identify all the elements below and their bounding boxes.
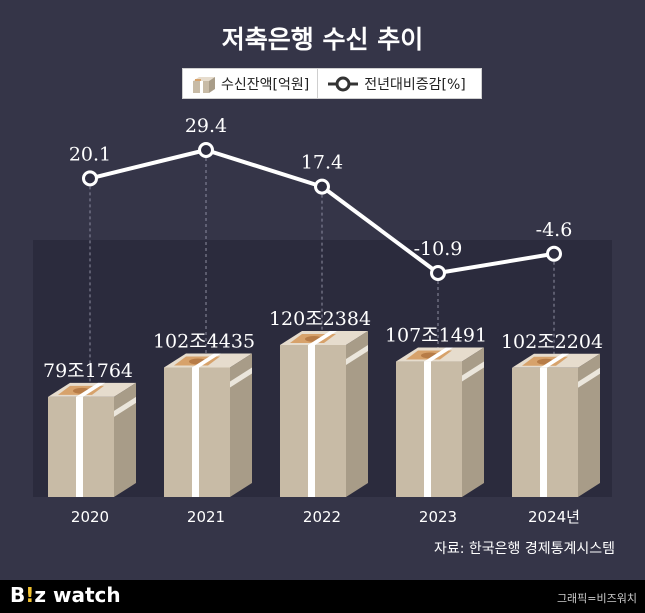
bizwatch-logo: B!z watch <box>10 583 121 607</box>
growth-point <box>82 170 98 187</box>
growth-point <box>314 178 330 195</box>
chart-legend: 수신잔액[억원] 전년대비증감[%] <box>182 68 482 99</box>
box-band <box>76 396 83 497</box>
bar-2021 <box>164 353 252 497</box>
growth-point <box>430 265 446 281</box>
box-band-top <box>76 382 105 397</box>
box-band-side <box>578 367 600 388</box>
box-band <box>192 367 199 497</box>
legend-deposit-label: 수신잔액[억원] <box>221 76 310 93</box>
growth-point <box>198 142 214 158</box>
bar-value-label: 107조1491 <box>385 325 487 347</box>
box-side <box>346 331 368 497</box>
growth-value-label: -10.9 <box>414 238 463 260</box>
box-band-side <box>462 361 484 382</box>
bar-2024년 <box>512 353 600 497</box>
bar-2023 <box>396 347 484 497</box>
box-band-top <box>308 331 337 345</box>
box-band-top <box>424 347 453 362</box>
growth-point <box>546 245 562 262</box>
growth-value-label: 20.1 <box>69 143 111 165</box>
box-band <box>540 367 547 497</box>
box-band-side <box>346 345 368 365</box>
bar-2022 <box>280 331 368 497</box>
box-band <box>424 361 431 497</box>
money-stack-icon <box>193 76 215 93</box>
logo-watch: watch <box>46 583 121 607</box>
line-marker-icon <box>328 76 359 91</box>
box-side <box>578 353 600 497</box>
legend-item-growth: 전년대비증감[%] <box>326 74 466 94</box>
bar-value-label: 102조2204 <box>501 331 603 353</box>
growth-value-label: 29.4 <box>185 115 227 137</box>
source-note: 자료: 한국은행 경제통계시스템 <box>433 541 615 557</box>
legend-growth-label: 전년대비증감[%] <box>364 76 466 93</box>
footer-bar: B!z watch 그래픽=비즈워치 <box>0 580 645 613</box>
chart-canvas: 79조1764 102조4435 120조2384 107조1491 102조2204 2… <box>33 115 612 526</box>
year-label: 2024년 <box>528 508 580 526</box>
bar-series <box>48 331 600 497</box>
year-label: 2020 <box>71 508 109 526</box>
logo-bang: ! <box>25 583 35 607</box>
legend-item-deposit: 수신잔액[억원] <box>191 74 309 94</box>
bar-value-label: 79조1764 <box>43 360 133 382</box>
growth-value-label: -4.6 <box>536 219 573 241</box>
x-axis-labels: 2020 2021 2022 2023 2024년 <box>71 508 580 526</box>
year-label: 2022 <box>303 508 341 526</box>
logo-z: z <box>34 583 47 607</box>
growth-value-label: 17.4 <box>301 152 343 174</box>
year-label: 2023 <box>419 508 457 526</box>
box-band-side <box>114 396 136 417</box>
graphic-credit: 그래픽=비즈워치 <box>556 592 637 605</box>
bar-value-label: 102조4435 <box>153 330 255 352</box>
box-band-side <box>230 367 252 388</box>
logo-b: B <box>10 583 26 607</box>
bar-2020 <box>48 382 136 497</box>
box-band-top <box>540 353 569 368</box>
box-band <box>308 345 315 497</box>
box-side <box>462 347 484 497</box>
line-series <box>82 142 562 281</box>
box-side <box>230 353 252 497</box>
bar-value-label: 120조2384 <box>269 308 371 330</box>
box-band-top <box>192 353 221 368</box>
data-labels: 79조1764 102조4435 120조2384 107조1491 102조2204 2… <box>43 115 603 382</box>
year-label: 2021 <box>187 508 225 526</box>
chart-title: 저축은행 수신 추이 <box>221 25 424 54</box>
legend-divider <box>317 68 319 99</box>
